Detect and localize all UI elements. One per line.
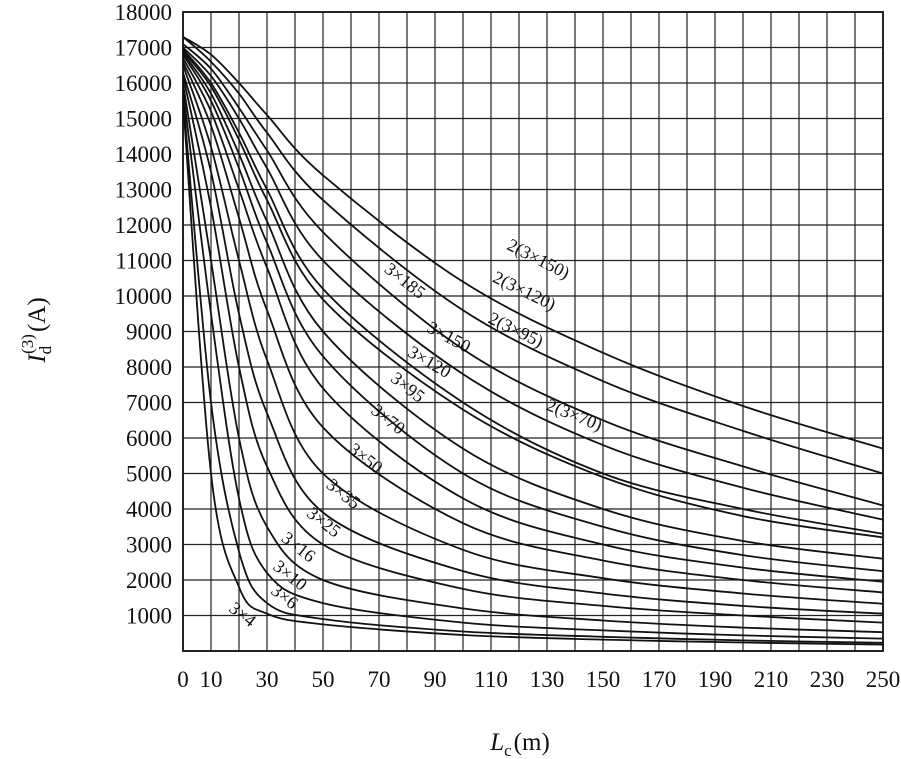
tick-label-layer: 0 10 30 50 70 90 110 130 150 170 190 210 230 250 1000 2… — [115, 0, 901, 692]
y-tick-label: 7000 — [126, 391, 172, 416]
x-tick-label: 130 — [530, 667, 565, 692]
y-tick-label: 10000 — [115, 284, 173, 309]
x-tick-label: 90 — [424, 667, 447, 692]
series-line — [182, 52, 884, 560]
series-line — [182, 36, 884, 450]
series-line — [182, 57, 884, 583]
curve-label: 2(3×70) — [543, 395, 605, 436]
x-axis-subscript: c — [504, 741, 512, 759]
series-line — [182, 43, 884, 507]
axis-title-layer: Lc(m) Id(3) (A) — [18, 297, 550, 759]
y-tick-label: 14000 — [115, 142, 173, 167]
x-axis-title: Lc(m) — [489, 729, 550, 759]
y-tick-label: 17000 — [115, 36, 173, 61]
y-tick-label: 13000 — [115, 178, 173, 203]
x-tick-label: 190 — [698, 667, 733, 692]
series-line — [182, 82, 884, 634]
y-tick-label: 8000 — [126, 355, 172, 380]
y-tick-label: 15000 — [115, 107, 173, 132]
series-line — [182, 36, 884, 475]
x-tick-label: 110 — [474, 667, 508, 692]
series-line — [182, 61, 884, 594]
x-tick-label: 50 — [312, 667, 335, 692]
y-axis-superscript: (3) — [18, 334, 37, 354]
y-tick-label: 1000 — [126, 604, 172, 629]
x-tick-label: 250 — [866, 667, 901, 692]
x-tick-label: 150 — [586, 667, 621, 692]
curve-label: 2(3×95) — [485, 308, 546, 352]
x-tick-label: 10 — [200, 667, 223, 692]
y-tick-label: 5000 — [126, 462, 172, 487]
series-line — [182, 48, 884, 535]
series-line — [182, 89, 884, 640]
y-tick-label: 6000 — [126, 426, 172, 451]
x-tick-label: 210 — [754, 667, 789, 692]
y-axis-title: Id(3) (A) — [18, 297, 55, 363]
y-tick-label: 9000 — [126, 320, 172, 345]
curve-label: 3×4 — [225, 598, 260, 631]
series-line — [182, 50, 884, 539]
x-tick-label: 70 — [368, 667, 391, 692]
x-tick-label: 170 — [642, 667, 677, 692]
y-tick-label: 2000 — [126, 568, 172, 593]
y-tick-label: 18000 — [115, 0, 173, 25]
curve-layer — [182, 36, 884, 646]
series-line — [182, 75, 884, 624]
x-axis-symbol: L — [489, 729, 504, 756]
series-line — [182, 46, 884, 521]
y-tick-label: 3000 — [126, 533, 172, 558]
grid-layer — [182, 11, 884, 652]
series-line — [182, 54, 884, 572]
curve-label-layer: 3×43×63×103×163×253×353×503×703×953×1203… — [225, 235, 605, 631]
y-axis-symbol: I — [24, 353, 51, 364]
y-tick-label: 4000 — [126, 497, 172, 522]
plot-frame — [182, 11, 884, 652]
x-tick-label: 30 — [256, 667, 279, 692]
y-axis-subscript: d — [36, 345, 55, 354]
y-tick-label: 12000 — [115, 213, 173, 238]
y-axis-unit: (A) — [24, 297, 51, 332]
x-tick-label: 0 — [177, 667, 189, 692]
y-tick-label: 16000 — [115, 71, 173, 96]
series-line — [182, 97, 884, 644]
series-line — [182, 72, 884, 615]
y-tick-label: 11000 — [115, 249, 172, 274]
series-line — [182, 65, 884, 605]
series-line — [182, 100, 884, 646]
x-axis-unit: (m) — [514, 729, 550, 756]
x-tick-label: 230 — [810, 667, 845, 692]
